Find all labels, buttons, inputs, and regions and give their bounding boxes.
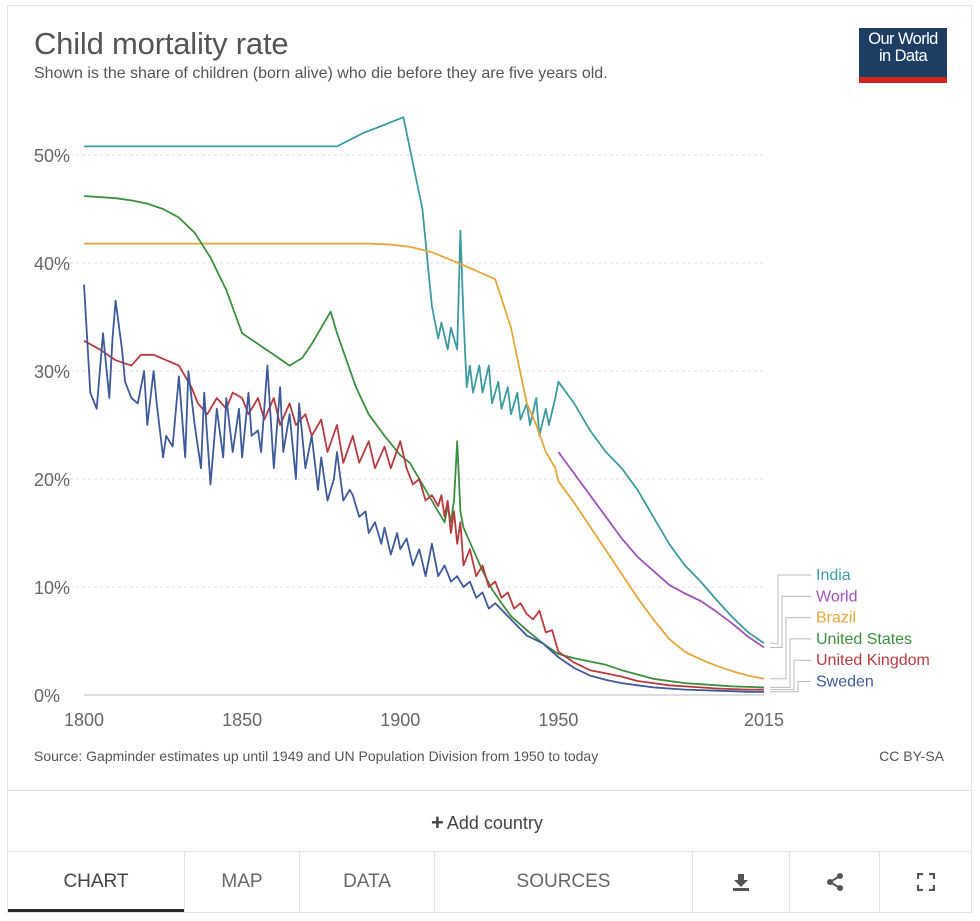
legend-label-united-kingdom[interactable]: United Kingdom	[816, 652, 930, 669]
series-lines	[83, 116, 765, 693]
y-tick-label: 0%	[34, 686, 60, 706]
legend-label-sweden[interactable]: Sweden	[816, 674, 874, 691]
download-icon	[733, 873, 749, 891]
add-country-label: Add country	[446, 813, 543, 833]
tab-sources[interactable]: SOURCES	[435, 852, 693, 912]
tab-chart[interactable]: CHART	[8, 852, 185, 912]
y-axis-ticks: 0% 10% 20% 30% 40% 50%	[34, 146, 70, 706]
legend-leader-line	[770, 681, 811, 693]
logo-text-line2: in Data	[878, 47, 928, 65]
legend-label-world[interactable]: World	[816, 588, 858, 605]
series-line-united-kingdom[interactable]	[83, 340, 764, 691]
y-tick-label: 40%	[34, 254, 70, 274]
x-axis-ticks: 1800 1850 1900 1950 2015	[64, 710, 784, 730]
y-tick-label: 10%	[34, 578, 70, 598]
legend-leader-line	[770, 617, 811, 680]
series-line-sweden[interactable]	[83, 284, 764, 693]
y-tick-label: 50%	[34, 146, 70, 166]
tab-map[interactable]: MAP	[185, 852, 300, 912]
license-link[interactable]: CC BY-SA	[879, 748, 944, 764]
series-line-brazil[interactable]	[84, 242, 765, 680]
x-tick-label: 1950	[538, 710, 578, 730]
chart-subtitle: Shown is the share of children (born ali…	[34, 65, 608, 82]
logo-red-bar	[859, 77, 947, 83]
tab-map-label: MAP	[221, 871, 263, 892]
legend-label-india[interactable]: India	[816, 567, 851, 584]
chart-title: Child mortality rate	[34, 26, 289, 61]
x-tick-label: 2015	[744, 710, 784, 730]
tab-bar: CHART MAP DATA SOURCES	[8, 852, 971, 912]
grid-lines	[34, 154, 764, 696]
x-tick-label: 1800	[64, 710, 104, 730]
legend-label-united-states[interactable]: United States	[816, 631, 912, 648]
fullscreen-button[interactable]	[880, 852, 971, 912]
legend-leader-line	[770, 659, 811, 691]
chart-frame	[7, 5, 972, 913]
legend-leader-line	[770, 638, 811, 688]
share-icon	[826, 872, 843, 891]
add-country-bar: + Add country	[8, 790, 971, 852]
tab-data-label: DATA	[343, 871, 391, 892]
y-tick-label: 20%	[34, 470, 70, 490]
owid-logo[interactable]: Our World in Data	[859, 28, 947, 83]
download-button[interactable]	[693, 852, 790, 912]
tab-chart-label: CHART	[63, 871, 129, 892]
legend-leader-line	[770, 574, 811, 644]
logo-text-line1: Our World	[868, 30, 938, 48]
plus-icon: +	[431, 810, 444, 835]
legend-leader-line	[770, 595, 811, 648]
share-button[interactable]	[790, 852, 880, 912]
series-line-india[interactable]	[84, 116, 765, 644]
y-tick-label: 30%	[34, 362, 70, 382]
legend-label-brazil[interactable]: Brazil	[816, 610, 856, 627]
tab-sources-label: SOURCES	[516, 871, 611, 892]
line-chart: 0% 10% 20% 30% 40% 50% 1800 1850 1900 1950 2015 I…	[34, 116, 930, 730]
series-line-united-states[interactable]	[83, 195, 765, 689]
series-line-world[interactable]	[557, 451, 765, 649]
add-country-button[interactable]: + Add country	[431, 810, 543, 836]
x-tick-label: 1900	[380, 710, 420, 730]
fullscreen-icon	[916, 872, 935, 892]
x-tick-label: 1850	[222, 710, 262, 730]
legend: India World Brazil United States United King…	[770, 567, 930, 693]
source-note: Source: Gapminder estimates up until 194…	[34, 748, 599, 764]
tab-data[interactable]: DATA	[300, 852, 435, 912]
